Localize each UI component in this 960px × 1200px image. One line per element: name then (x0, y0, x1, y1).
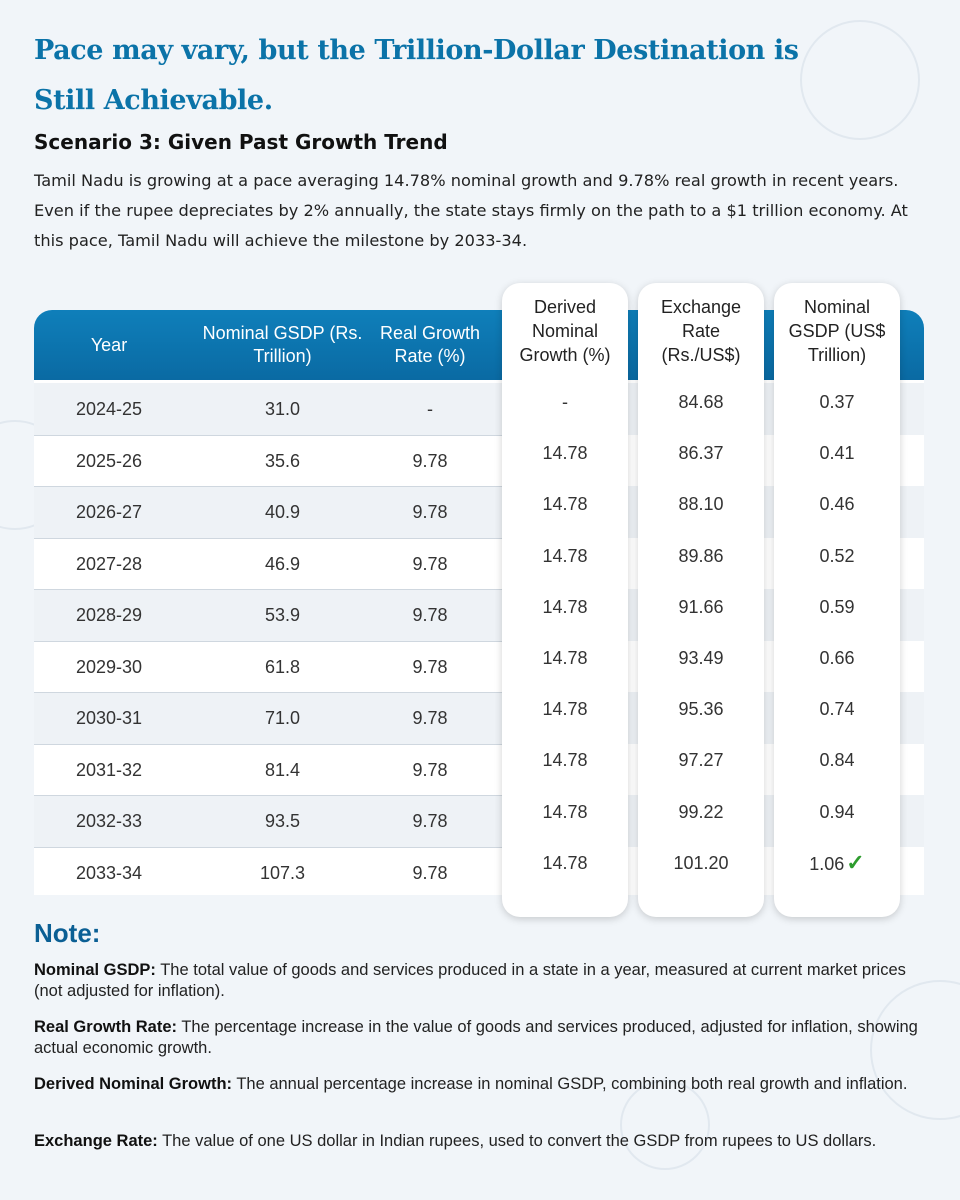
note-term: Real Growth Rate: (34, 1018, 178, 1036)
cell-nominal-gsdp: 35.6 (264, 450, 301, 471)
scenario-heading: Scenario 3: Given Past Growth Trend (34, 130, 448, 154)
cell-nominal-gsdp: 107.3 (259, 862, 306, 883)
cell-usd: 0.94 (819, 801, 855, 822)
row-divider (34, 640, 504, 642)
cell-real-growth: 9.78 (412, 656, 448, 677)
cell-nominal-gsdp: 93.5 (264, 811, 301, 831)
cell-fx: 84.68 (678, 392, 724, 412)
cell-fx: 93.49 (678, 648, 724, 668)
cell-fx: 101.20 (673, 852, 729, 873)
note-text: The annual percentage increase in nomina… (232, 1075, 908, 1093)
cell-derived: 14.78 (542, 699, 588, 720)
header-nominal-gsdp-usd: Nominal GSDP (US$ Trillion) (788, 296, 886, 365)
cell-usd: 1.06✓ (774, 850, 900, 876)
cell-usd: 0.37 (819, 392, 855, 412)
note-derived-nominal: Derived Nominal Growth: The annual perce… (34, 1074, 924, 1095)
page-title: Pace may vary, but the Trillion-Dollar D… (34, 35, 799, 116)
cell-real-growth: 9.78 (412, 553, 448, 574)
cell-nominal-gsdp: 71.0 (264, 708, 301, 728)
cell-usd: 0.84 (819, 750, 855, 771)
cell-real-growth: 9.78 (412, 450, 448, 471)
note-term: Derived Nominal Growth: (34, 1075, 233, 1093)
cell-derived: 14.78 (542, 801, 588, 822)
checkmark-icon: ✓ (846, 849, 865, 875)
cell-derived: 14.78 (542, 545, 588, 566)
cell-usd: 0.41 (819, 443, 855, 464)
row-divider (34, 589, 504, 590)
cell-real-growth: 9.78 (412, 708, 448, 728)
cell-derived: 14.78 (542, 648, 588, 668)
header-derived-nominal: Derived Nominal Growth (%) (519, 296, 611, 365)
cell-fx: 89.86 (678, 545, 724, 566)
intro-paragraph: Tamil Nadu is growing at a pace averagin… (34, 171, 908, 250)
note-term: Nominal GSDP: (34, 961, 156, 979)
cell-real-growth: - (427, 399, 433, 419)
cell-derived: 14.78 (542, 443, 588, 464)
cell-year: 2027-28 (75, 553, 143, 574)
row-divider (34, 692, 504, 693)
cell-usd: 0.52 (819, 545, 855, 566)
cell-nominal-gsdp: 53.9 (264, 605, 301, 625)
cell-fx: 91.66 (678, 596, 724, 617)
cell-fx: 97.27 (678, 750, 724, 771)
cell-usd: 0.66 (819, 648, 855, 668)
row-divider (34, 795, 504, 796)
note-text: The value of one US dollar in Indian rup… (157, 1132, 877, 1150)
note-text: The percentage increase in the value of … (34, 1018, 918, 1057)
note-title: Note: (34, 918, 101, 948)
cell-year: 2025-26 (75, 450, 143, 471)
cell-usd: 0.46 (819, 494, 855, 515)
cell-derived: 14.78 (542, 494, 588, 515)
header-year: Year (90, 334, 128, 355)
cell-year: 2032-33 (75, 811, 143, 831)
cell-derived: 14.78 (542, 750, 588, 771)
cell-year: 2030-31 (75, 708, 143, 728)
note-term: Exchange Rate: (34, 1132, 158, 1150)
cell-nominal-gsdp: 46.9 (264, 553, 301, 574)
cell-derived: 14.78 (542, 596, 588, 617)
cell-real-growth: 9.78 (412, 759, 448, 780)
cell-fx: 95.36 (678, 699, 724, 720)
row-divider (34, 537, 504, 539)
row-divider (34, 486, 504, 487)
header-nominal-gsdp: Nominal GSDP (Rs. Trillion) (202, 323, 363, 366)
cell-real-growth: 9.78 (412, 605, 448, 625)
cell-derived: 14.78 (542, 852, 588, 873)
cell-nominal-gsdp: 81.4 (264, 759, 301, 780)
cell-nominal-gsdp: 61.8 (264, 656, 301, 677)
cell-year: 2029-30 (75, 656, 143, 677)
cell-nominal-gsdp: 31.0 (264, 399, 301, 419)
row-divider (34, 846, 504, 848)
cell-real-growth: 9.78 (412, 811, 448, 831)
cell-year: 2033-34 (75, 862, 143, 883)
header-real-growth: Real Growth Rate (%) (379, 323, 481, 366)
card-nominal-gsdp-usd: Nominal GSDP (US$ Trillion) 0.37 0.41 0.46… (774, 283, 900, 917)
note-nominal-gsdp: Nominal GSDP: The total value of goods a… (34, 960, 924, 1002)
cell-fx: 99.22 (678, 801, 724, 822)
header-exchange-rate: Exchange Rate (Rs./US$) (660, 296, 742, 365)
note-text: The total value of goods and services pr… (34, 961, 906, 1000)
cell-year: 2026-27 (75, 502, 143, 522)
row-divider (34, 434, 504, 436)
cell-usd: 0.59 (819, 596, 855, 617)
cell-real-growth: 9.78 (412, 862, 448, 883)
cell-derived: - (562, 392, 568, 412)
cell-real-growth: 9.78 (412, 502, 448, 522)
cell-fx: 86.37 (678, 443, 724, 464)
cell-fx: 88.10 (678, 494, 724, 515)
cell-year: 2024-25 (75, 399, 143, 419)
card-derived-nominal-growth: Derived Nominal Growth (%) - 14.78 14.78 14… (502, 283, 628, 917)
note-real-growth: Real Growth Rate: The percentage increas… (34, 1017, 924, 1059)
cell-year: 2028-29 (75, 605, 143, 625)
cell-usd: 0.74 (819, 699, 855, 720)
note-exchange-rate: Exchange Rate: The value of one US dolla… (34, 1131, 924, 1152)
milestone-value: 1.06 (809, 853, 845, 874)
row-divider (34, 743, 504, 745)
cell-year: 2031-32 (75, 759, 143, 780)
card-exchange-rate: Exchange Rate (Rs./US$) 84.68 86.37 88.10 8… (638, 283, 764, 917)
cell-nominal-gsdp: 40.9 (264, 502, 301, 522)
